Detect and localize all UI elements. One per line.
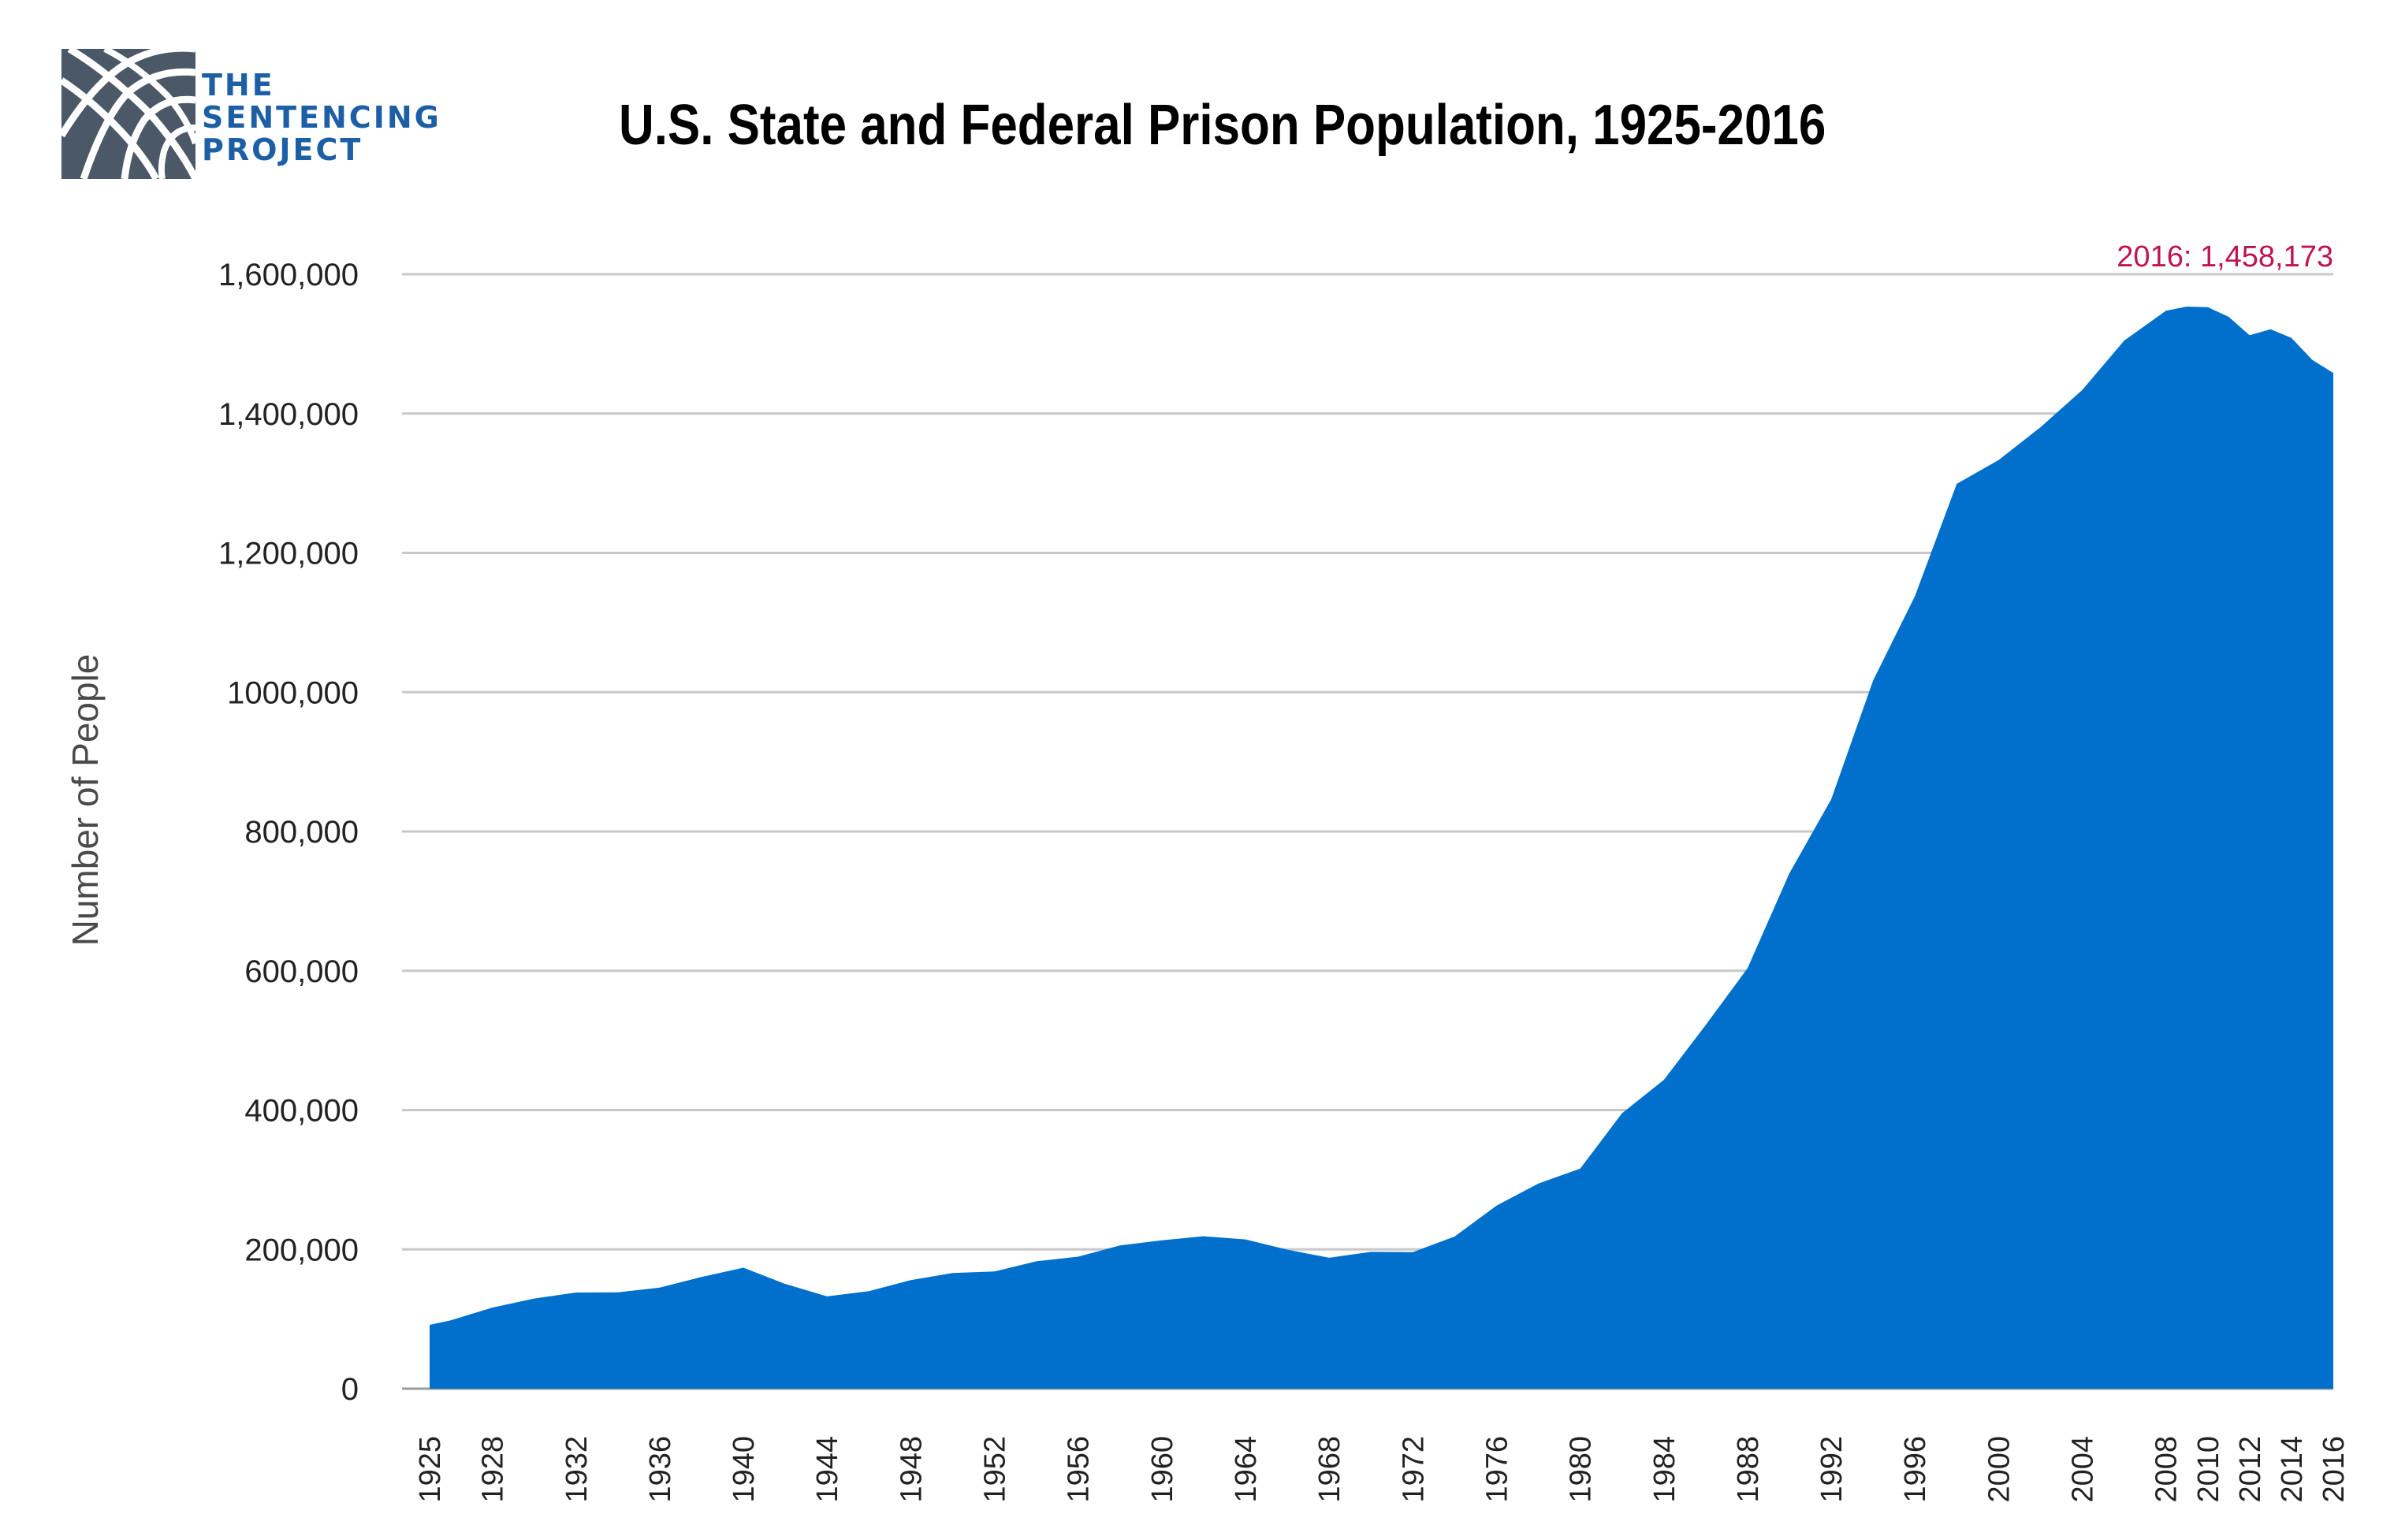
y-tick-label: 600,000 — [244, 954, 359, 989]
y-tick-label: 200,000 — [244, 1233, 359, 1267]
x-tick-label: 1976 — [1480, 1436, 1513, 1503]
plot-area — [430, 307, 2333, 1389]
x-tick-label: 1952 — [979, 1436, 1012, 1503]
logo-line-1: THE — [202, 68, 275, 102]
annotations: 2016: 1,458,173 — [2117, 240, 2333, 273]
x-tick-label: 2014 — [2276, 1436, 2309, 1503]
x-tick-label: 1972 — [1397, 1436, 1430, 1503]
x-tick-label: 1940 — [728, 1436, 761, 1503]
value-annotation: 2016: 1,458,173 — [2117, 240, 2333, 273]
y-tick-label: 800,000 — [244, 815, 359, 850]
x-tick-label: 2016 — [2318, 1436, 2351, 1503]
y-tick-label: 400,000 — [244, 1094, 359, 1129]
chart-title: U.S. State and Federal Prison Population… — [618, 94, 1826, 157]
y-tick-label: 1,200,000 — [218, 537, 359, 571]
x-tick-label: 1984 — [1648, 1436, 1681, 1503]
x-tick-label: 1936 — [644, 1436, 677, 1503]
logo-mark-icon — [61, 49, 195, 179]
x-tick-label: 2000 — [1983, 1436, 2016, 1503]
x-tick-label: 1956 — [1063, 1436, 1096, 1503]
y-tick-label: 1000,000 — [227, 675, 359, 710]
x-tick-label: 1948 — [895, 1436, 928, 1503]
x-tick-label: 1992 — [1815, 1436, 1849, 1503]
logo-line-2: SENTENCING — [202, 100, 441, 135]
x-tick-label: 1988 — [1732, 1436, 1765, 1503]
x-tick-label: 2008 — [2150, 1436, 2184, 1503]
y-axis-ticks: 0 200,000 400,000 600,000 800,000 1000,000 1,2… — [218, 258, 359, 1407]
x-tick-label: 1968 — [1313, 1436, 1346, 1503]
x-tick-label: 1960 — [1146, 1436, 1179, 1503]
x-tick-label: 2004 — [2067, 1436, 2100, 1503]
x-tick-label: 1944 — [811, 1436, 844, 1503]
x-tick-label: 1980 — [1565, 1436, 1598, 1503]
x-axis-ticks: 1925 1928 1932 1936 1940 1944 1948 1952 1956 1960… — [414, 1436, 2351, 1503]
x-tick-label: 1964 — [1230, 1436, 1263, 1503]
x-tick-label: 1996 — [1899, 1436, 1932, 1503]
sentencing-project-logo: THE SENTENCING PROJECT — [61, 49, 471, 183]
logo-line-3: PROJECT — [202, 132, 363, 167]
x-tick-label: 2012 — [2234, 1436, 2267, 1503]
x-tick-label: 1925 — [414, 1436, 447, 1503]
x-tick-label: 1932 — [560, 1436, 594, 1503]
prison-population-area — [430, 307, 2333, 1389]
y-tick-label: 1,400,000 — [218, 397, 359, 432]
y-tick-label: 0 — [341, 1372, 359, 1407]
x-tick-label: 2010 — [2192, 1436, 2225, 1503]
y-tick-label: 1,600,000 — [218, 258, 359, 292]
x-tick-label: 1928 — [477, 1436, 510, 1503]
logo-wordmark: THE SENTENCING PROJECT — [202, 69, 441, 166]
